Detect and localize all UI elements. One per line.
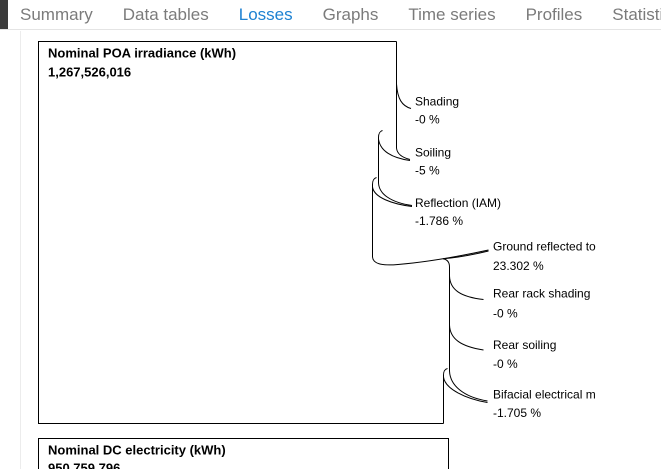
- tab-losses[interactable]: Losses: [238, 4, 293, 24]
- flow-right-edge-2: [378, 130, 383, 183]
- tab-statistics[interactable]: Statistics: [612, 4, 661, 24]
- loss-label-ground-reflected: Ground reflected to: [493, 240, 596, 254]
- ground-gain-lower-curve: [372, 249, 489, 266]
- dc-box-value: 950,759,796: [48, 461, 120, 469]
- loss-label-bifacial: Bifacial electrical m: [493, 388, 596, 402]
- tab-data-tables[interactable]: Data tables: [122, 4, 209, 24]
- ground-gain-upper-curve: [442, 250, 489, 260]
- tab-bar: Summary Data tables Losses Graphs Time s…: [0, 0, 661, 30]
- panel-left-border: [20, 31, 21, 469]
- loss-label-reflection: Reflection (IAM): [415, 196, 501, 210]
- window-accent-bar: [0, 0, 8, 29]
- bifacial-new-edge-curve: [443, 376, 488, 403]
- loss-label-rear-soiling: Rear soiling: [493, 338, 556, 352]
- poa-box-title: Nominal POA irradiance (kWh): [48, 46, 236, 61]
- bifacial-old-edge-curve: [449, 370, 488, 402]
- loss-pct-shading: -0 %: [415, 113, 440, 127]
- tab-time-series[interactable]: Time series: [408, 4, 496, 24]
- soiling-new-edge-curve: [378, 138, 411, 161]
- loss-label-soiling: Soiling: [415, 146, 451, 160]
- flow-outline-path: [38, 41, 444, 424]
- dc-box-outline: [38, 438, 449, 469]
- soiling-old-edge-curve: [396, 147, 411, 160]
- flow-right-edge-3: [372, 177, 377, 257]
- flow-right-edge-4: [442, 258, 450, 371]
- reflection-new-edge-curve: [372, 186, 413, 207]
- loss-pct-rear-soiling: -0 %: [493, 357, 518, 371]
- dc-box-title: Nominal DC electricity (kWh): [48, 443, 226, 458]
- reflection-old-edge-curve: [378, 182, 413, 206]
- loss-pct-rear-rack-shading: -0 %: [493, 307, 518, 321]
- loss-pct-bifacial: -1.705 %: [493, 406, 541, 420]
- poa-box-value: 1,267,526,016: [48, 65, 131, 80]
- loss-pct-reflection: -1.786 %: [415, 214, 463, 228]
- rear-rack-shading-branch-curve: [449, 275, 484, 300]
- loss-diagram: Nominal POA irradiance (kWh) 1,267,526,0…: [38, 41, 596, 469]
- loss-label-rear-rack-shading: Rear rack shading: [493, 287, 590, 301]
- losses-panel: Nominal POA irradiance (kWh) 1,267,526,0…: [0, 31, 661, 469]
- tab-graphs[interactable]: Graphs: [322, 4, 379, 24]
- tab-summary[interactable]: Summary: [20, 4, 93, 24]
- tab-profiles[interactable]: Profiles: [525, 4, 583, 24]
- flow-right-edge-5: [443, 368, 448, 424]
- shading-branch-curve: [396, 83, 412, 109]
- loss-pct-soiling: -5 %: [415, 164, 440, 178]
- loss-label-shading: Shading: [415, 95, 459, 109]
- loss-pct-ground-reflected: 23.302 %: [493, 259, 544, 273]
- rear-soiling-branch-curve: [449, 324, 484, 351]
